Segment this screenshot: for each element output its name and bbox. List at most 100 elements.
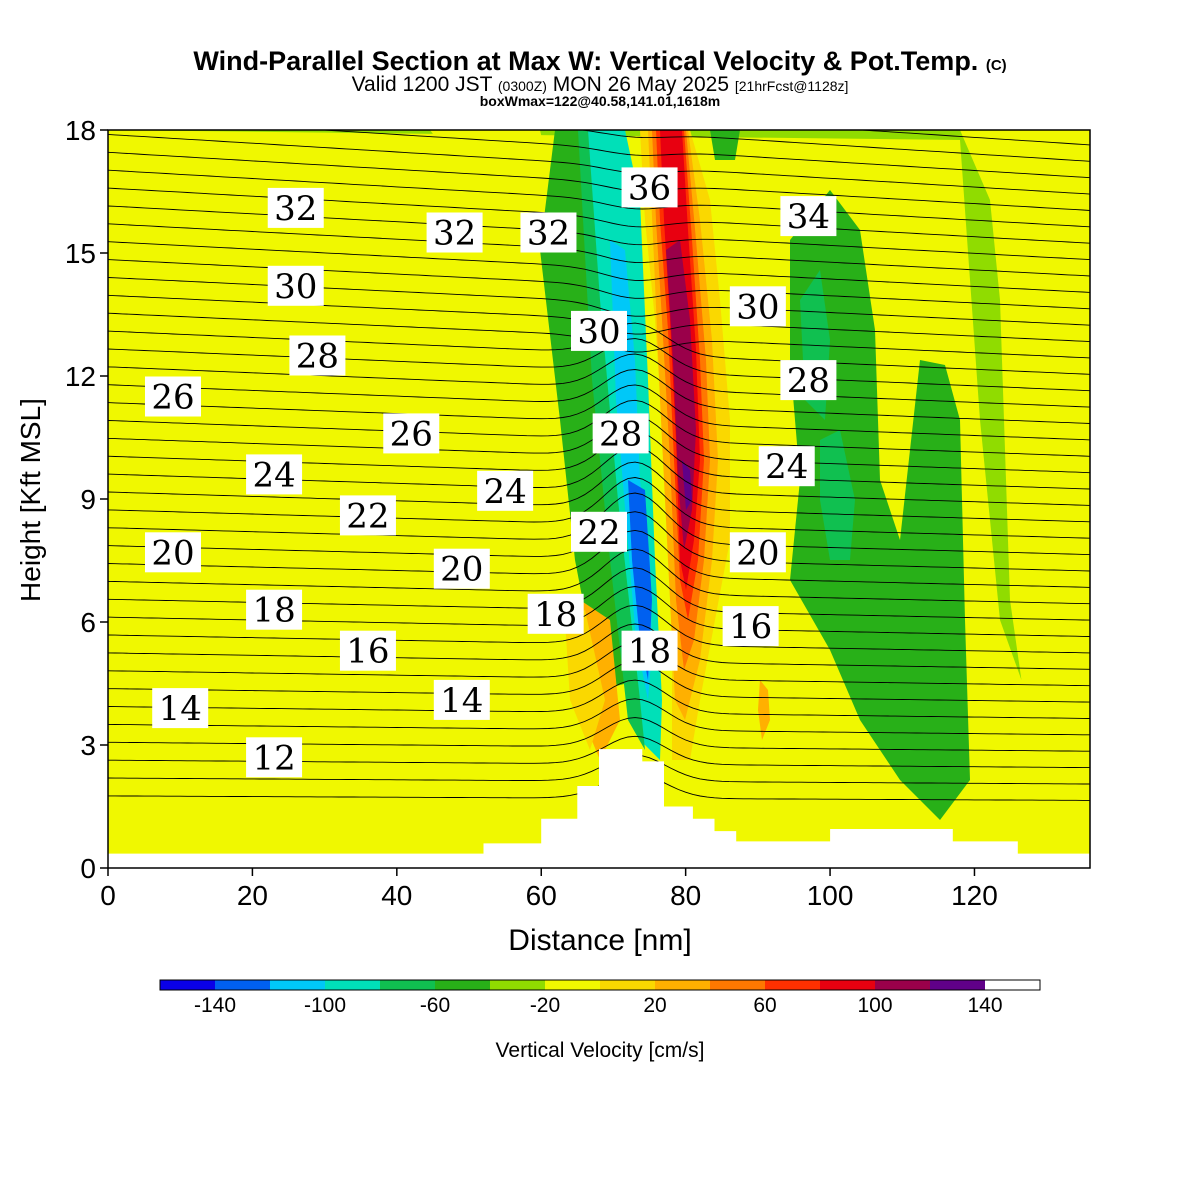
terrain [108, 749, 1090, 868]
y-axis-label: Height [Kft MSL] [15, 398, 46, 602]
y-tick-label: 12 [65, 361, 96, 392]
colorbar-swatch [600, 980, 655, 990]
isentrope-line [108, 461, 1090, 523]
colorbar-swatch [765, 980, 820, 990]
isentrope-line [108, 698, 1090, 736]
x-tick-label: 40 [381, 880, 412, 911]
contour-label: 32 [426, 212, 483, 254]
isentrope-line [108, 660, 1090, 703]
y-tick-label: 9 [80, 484, 96, 515]
contour-label: 24 [477, 470, 534, 512]
colorbar-swatch [270, 980, 325, 990]
chart-title: Wind-Parallel Section at Max W: Vertical… [193, 46, 1006, 76]
contour-label-text: 30 [577, 312, 620, 352]
contour-label: 36 [621, 167, 678, 208]
isentrope-line [108, 623, 1090, 670]
contour-label: 24 [246, 454, 303, 495]
contour-label-text: 16 [729, 607, 772, 647]
contour-label: 22 [571, 511, 627, 553]
box-wmax-line: boxWmax=122@40.58,141.01,1618m [480, 93, 721, 109]
contour-label: 18 [527, 593, 584, 635]
contour-label: 32 [520, 212, 577, 254]
contour-label-text: 20 [151, 533, 194, 573]
y-tick-label: 3 [80, 730, 96, 761]
contour-label: 12 [246, 737, 303, 778]
x-tick-label: 0 [100, 880, 116, 911]
contour-label-text: 14 [159, 689, 202, 729]
colorbar-frame [159, 979, 1041, 991]
contour-label: 14 [152, 688, 209, 729]
colorbar-swatch [325, 980, 380, 990]
x-tick-label: 60 [526, 880, 557, 911]
contour-label-text: 18 [252, 591, 295, 631]
contour-label-text: 28 [296, 337, 339, 377]
contour-label-text: 22 [346, 496, 389, 536]
y-tick-label: 0 [80, 853, 96, 884]
isentrope-line [108, 223, 1090, 277]
contour-label: 20 [433, 548, 490, 590]
colorbar-swatch [380, 980, 435, 990]
x-tick-label: 20 [237, 880, 268, 911]
contour-label-text: 30 [274, 267, 317, 307]
isentrope-line [316, 130, 1090, 179]
isentrope-line [108, 679, 1090, 719]
contour-label: 30 [729, 286, 786, 327]
isentrope-line [108, 369, 1090, 424]
shade-teal-right [820, 430, 855, 560]
contour-label-text: 30 [736, 287, 779, 327]
x-tick-label: 100 [807, 880, 854, 911]
contour-label: 16 [339, 630, 396, 672]
y-tick-label: 18 [65, 115, 96, 146]
colorbar-tick-label: 100 [857, 994, 892, 1017]
contour-label: 34 [780, 196, 837, 237]
contour-label-text: 34 [787, 197, 830, 237]
y-tick-label: 15 [65, 238, 96, 269]
contour-label-text: 28 [599, 414, 642, 454]
shade-yellow-band-center [108, 130, 640, 860]
isentrope-line [108, 241, 1090, 293]
contour-label: 22 [339, 495, 396, 536]
colorbar-tick-label: 60 [753, 994, 776, 1017]
contour-label-text: 24 [252, 455, 295, 495]
isentrope-line [108, 151, 1090, 211]
isentrope-line [108, 604, 1090, 654]
colorbar-tick-label: -60 [420, 994, 450, 1017]
colorbar-swatch [820, 980, 875, 990]
isentrope-line [108, 133, 1090, 195]
contour-label: 20 [144, 532, 201, 573]
colorbar-swatch [490, 980, 545, 990]
isentrope-line [108, 353, 1090, 408]
colorbar-swatch [710, 980, 765, 990]
contour-label-text: 20 [440, 550, 483, 590]
contour-label: 24 [758, 446, 815, 487]
contour-label: 30 [267, 265, 324, 307]
x-axis: 0 20 40 60 80 100 120 [100, 868, 998, 911]
contour-label-text: 24 [483, 472, 526, 512]
contour-label: 18 [621, 630, 678, 672]
contour-label: 26 [383, 413, 440, 454]
y-tick-label: 6 [80, 607, 96, 638]
shade-deep-blue-main [628, 480, 652, 680]
shade-light-orange-low [565, 610, 605, 750]
colorbar-tick-label: 140 [967, 994, 1002, 1017]
contour-label-text: 26 [151, 378, 194, 418]
isentrope-line [108, 169, 1090, 228]
contour-label: 14 [433, 679, 490, 721]
isentrope-line [108, 384, 1090, 441]
colorbar-swatch [215, 980, 270, 990]
contour-label: 16 [722, 606, 779, 647]
contour-label: 26 [144, 376, 201, 418]
contour-label: 32 [267, 187, 324, 229]
isentrope-line [578, 130, 1090, 162]
colorbar-swatch [655, 980, 710, 990]
contour-label-text: 14 [440, 681, 483, 721]
colorbar-label: Vertical Velocity [cm/s] [496, 1039, 705, 1062]
shade-yellow-top-left [430, 130, 480, 170]
contour-label-text: 18 [628, 632, 671, 672]
y-axis: 0 3 6 9 12 15 18 [65, 115, 108, 884]
shade-purple-main [682, 460, 692, 510]
colorbar-tick-label: -20 [530, 994, 560, 1017]
colorbar-tick-label: 20 [643, 994, 666, 1017]
x-axis-label: Distance [nm] [508, 924, 691, 957]
